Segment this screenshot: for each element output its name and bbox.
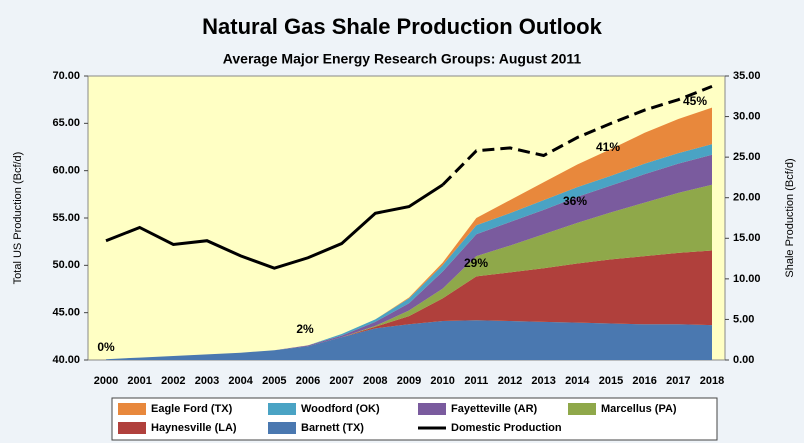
area (106, 320, 712, 360)
annotation: 45% (683, 94, 707, 108)
legend-label: Barnett (TX) (301, 422, 364, 434)
legend-swatch (418, 403, 446, 415)
annotation: 2% (296, 322, 314, 336)
area (106, 154, 712, 360)
x-tick-label: 2013 (531, 375, 555, 387)
x-tick-label: 2008 (363, 375, 387, 387)
y-axis-label: Total US Production (Bcf/d) (12, 152, 24, 285)
x-tick-label: 2002 (161, 375, 185, 387)
annotation: 29% (464, 256, 488, 270)
legend-label: Domestic Production (451, 422, 562, 434)
x-tick-label: 2010 (430, 375, 454, 387)
chart-subtitle: Average Major Energy Research Groups: Au… (223, 51, 582, 67)
x-tick-label: 2011 (464, 375, 488, 387)
annotation: 36% (563, 194, 587, 208)
chart-title: Natural Gas Shale Production Outlook (202, 14, 602, 39)
y2-tick-label: 15.00 (733, 232, 761, 244)
area (106, 107, 712, 360)
y2-tick-label: 25.00 (733, 151, 761, 163)
y2-tick-label: 0.00 (733, 354, 754, 366)
x-tick-label: 2005 (262, 375, 286, 387)
x-tick-label: 2015 (599, 375, 623, 387)
y2-axis-label: Shale Production (Bcf/d) (784, 158, 796, 277)
x-tick-label: 2018 (700, 375, 724, 387)
y-tick-label: 70.00 (52, 70, 80, 82)
line (105, 183, 444, 270)
y2-tick-label: 30.00 (733, 110, 761, 122)
x-tick-label: 2006 (296, 375, 320, 387)
annotation: 41% (596, 140, 620, 154)
x-tick-label: 2000 (94, 375, 118, 387)
y-tick-label: 40.00 (52, 354, 80, 366)
x-tick-label: 2007 (329, 375, 353, 387)
x-tick-label: 2016 (632, 375, 656, 387)
x-tick-label: 2012 (498, 375, 522, 387)
legend-label: Woodford (OK) (301, 403, 380, 415)
area (106, 184, 712, 360)
legend-swatch (568, 403, 596, 415)
annotation: 0% (97, 340, 115, 354)
x-tick-label: 2009 (397, 375, 421, 387)
y2-tick-label: 10.00 (733, 273, 761, 285)
y-tick-label: 50.00 (52, 259, 80, 271)
x-tick-label: 2001 (127, 375, 151, 387)
area (106, 250, 712, 360)
legend-swatch (118, 422, 146, 434)
legend-swatch (268, 422, 296, 434)
line (441, 85, 713, 186)
legend (111, 397, 718, 441)
legend-label: Fayetteville (AR) (451, 403, 538, 415)
x-tick-label: 2003 (195, 375, 219, 387)
y2-tick-label: 5.00 (733, 313, 754, 325)
legend-label: Haynesville (LA) (151, 422, 237, 434)
area (106, 144, 712, 360)
x-tick-label: 2017 (666, 375, 690, 387)
y2-tick-label: 35.00 (733, 70, 761, 82)
legend-label: Eagle Ford (TX) (151, 403, 233, 415)
legend-swatch (118, 403, 146, 415)
legend-swatch (268, 403, 296, 415)
y-tick-label: 55.00 (52, 212, 80, 224)
y-tick-label: 45.00 (52, 307, 80, 319)
x-tick-label: 2014 (565, 375, 590, 387)
y-tick-label: 60.00 (52, 165, 80, 177)
y-tick-label: 65.00 (52, 117, 80, 129)
y2-tick-label: 20.00 (733, 192, 761, 204)
x-tick-label: 2004 (228, 375, 253, 387)
legend-label: Marcellus (PA) (601, 403, 677, 415)
